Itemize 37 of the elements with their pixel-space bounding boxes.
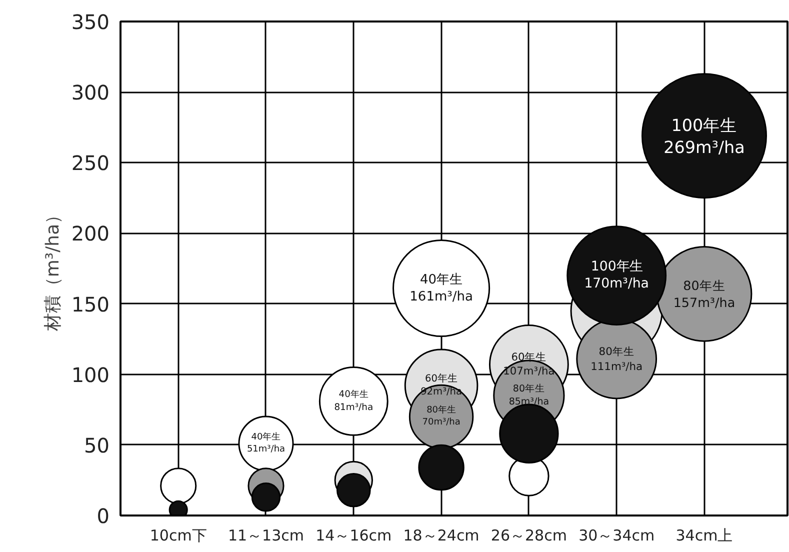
series-label: 80年生 — [426, 404, 456, 416]
series-label: 60年生 — [425, 372, 458, 385]
y-tick-label: 350 — [71, 10, 110, 34]
series-label: 40年生 — [251, 432, 281, 443]
y-tick-label: 0 — [96, 504, 110, 528]
text: 80年生 — [683, 278, 726, 293]
x-tick-label: 10cm下 — [150, 526, 207, 544]
x-tick-label: 14～16cm — [316, 526, 392, 544]
y-axis-title: 材積（m³/ha） — [42, 206, 64, 332]
x-tick-label: 18～24cm — [403, 526, 480, 544]
y-tick-label: 150 — [71, 292, 110, 316]
data-label: 70m³/ha — [422, 418, 460, 428]
data-label: 92m³/ha — [420, 386, 462, 398]
data-label: 161m³/ha — [410, 289, 473, 304]
data-label: 170m³/ha — [584, 276, 649, 292]
text: 80年生 — [512, 384, 545, 395]
data-label: 85m³/ha — [508, 396, 550, 408]
series-label: 100年生 — [590, 260, 642, 275]
y-tick-label: 100 — [71, 362, 110, 387]
data-label: 107m³/ha — [503, 365, 555, 378]
x-tick-label: 30～34cm — [578, 526, 655, 544]
x-tick-label: 11～13cm — [228, 526, 304, 544]
text: 100年生 — [671, 114, 738, 135]
y-tick-label: 50 — [84, 433, 110, 458]
data-label: 111m³/ha — [590, 360, 643, 373]
data-label: 81m³/ha — [334, 402, 374, 414]
y-tick-label: 250 — [71, 151, 110, 176]
data-label: 157m³/ha — [673, 294, 736, 310]
y-tick-label: 200 — [71, 222, 110, 246]
text: 80年生 — [598, 344, 634, 358]
x-tick-label: 26～28cm — [490, 526, 567, 544]
x-tick-label: 34cm上 — [676, 526, 733, 544]
data-label: 51m³/ha — [246, 444, 286, 455]
y-tick-label: 300 — [71, 80, 110, 105]
data-label: 269m³/ha — [664, 136, 745, 157]
text: 40年生 — [420, 272, 463, 288]
text: 40年生 — [338, 389, 368, 400]
